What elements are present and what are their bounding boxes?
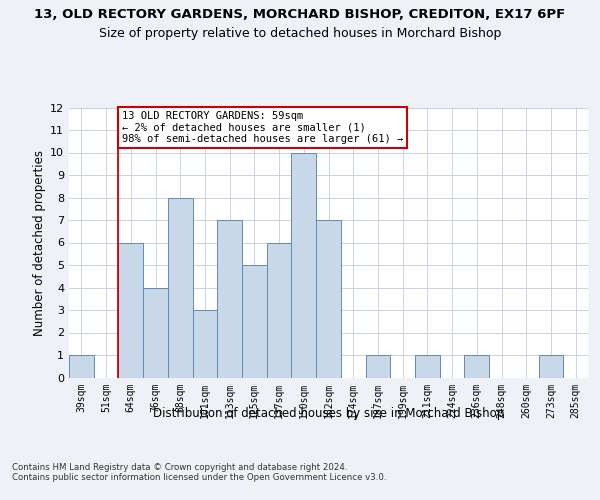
- Bar: [316, 220, 341, 378]
- Bar: [69, 355, 94, 378]
- Bar: [539, 355, 563, 378]
- Text: 13, OLD RECTORY GARDENS, MORCHARD BISHOP, CREDITON, EX17 6PF: 13, OLD RECTORY GARDENS, MORCHARD BISHOP…: [34, 8, 566, 20]
- Bar: [365, 355, 390, 378]
- Y-axis label: Number of detached properties: Number of detached properties: [33, 150, 46, 336]
- Bar: [415, 355, 440, 378]
- Bar: [193, 310, 217, 378]
- Bar: [217, 220, 242, 378]
- Bar: [292, 152, 316, 378]
- Text: Distribution of detached houses by size in Morchard Bishop: Distribution of detached houses by size …: [153, 408, 505, 420]
- Bar: [267, 242, 292, 378]
- Bar: [143, 288, 168, 378]
- Bar: [464, 355, 489, 378]
- Text: Contains HM Land Registry data © Crown copyright and database right 2024.
Contai: Contains HM Land Registry data © Crown c…: [12, 462, 386, 482]
- Bar: [118, 242, 143, 378]
- Bar: [168, 198, 193, 378]
- Text: 13 OLD RECTORY GARDENS: 59sqm
← 2% of detached houses are smaller (1)
98% of sem: 13 OLD RECTORY GARDENS: 59sqm ← 2% of de…: [122, 111, 403, 144]
- Bar: [242, 265, 267, 378]
- Text: Size of property relative to detached houses in Morchard Bishop: Size of property relative to detached ho…: [99, 28, 501, 40]
